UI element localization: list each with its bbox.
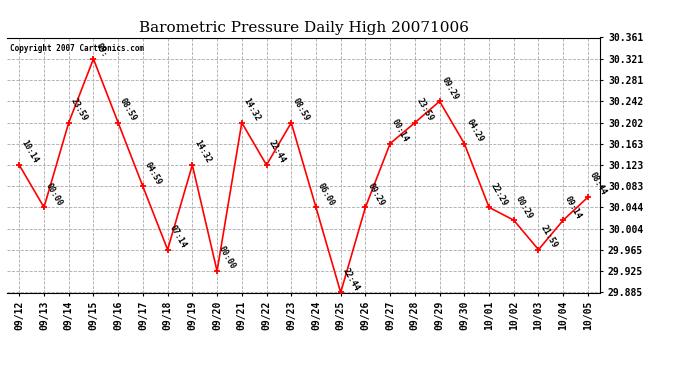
Text: 04:59: 04:59	[143, 160, 163, 186]
Text: Copyright 2007 Cartronics.com: Copyright 2007 Cartronics.com	[10, 44, 144, 53]
Text: 08:59: 08:59	[291, 96, 311, 123]
Text: 08:44: 08:44	[588, 171, 608, 197]
Text: 22:44: 22:44	[341, 266, 361, 292]
Text: 22:44: 22:44	[266, 139, 287, 165]
Text: 08:59: 08:59	[118, 96, 139, 123]
Text: 09:14: 09:14	[563, 194, 584, 220]
Text: 09:29: 09:29	[366, 181, 386, 207]
Text: 09:29: 09:29	[440, 75, 460, 101]
Text: 00:00: 00:00	[44, 181, 64, 207]
Text: 21:59: 21:59	[538, 224, 559, 250]
Text: 10:14: 10:14	[19, 139, 39, 165]
Text: 04:29: 04:29	[464, 117, 484, 144]
Title: Barometric Pressure Daily High 20071006: Barometric Pressure Daily High 20071006	[139, 21, 469, 35]
Text: 00:29: 00:29	[514, 194, 534, 220]
Text: 23:59: 23:59	[69, 96, 89, 123]
Text: 14:32: 14:32	[241, 96, 262, 123]
Text: 23:59: 23:59	[415, 96, 435, 123]
Text: 09:: 09:	[93, 42, 109, 59]
Text: 14:32: 14:32	[193, 139, 213, 165]
Text: 07:14: 07:14	[168, 224, 188, 250]
Text: 00:00: 00:00	[217, 245, 237, 271]
Text: 22:29: 22:29	[489, 181, 509, 207]
Text: 00:14: 00:14	[390, 117, 411, 144]
Text: 06:00: 06:00	[316, 181, 336, 207]
